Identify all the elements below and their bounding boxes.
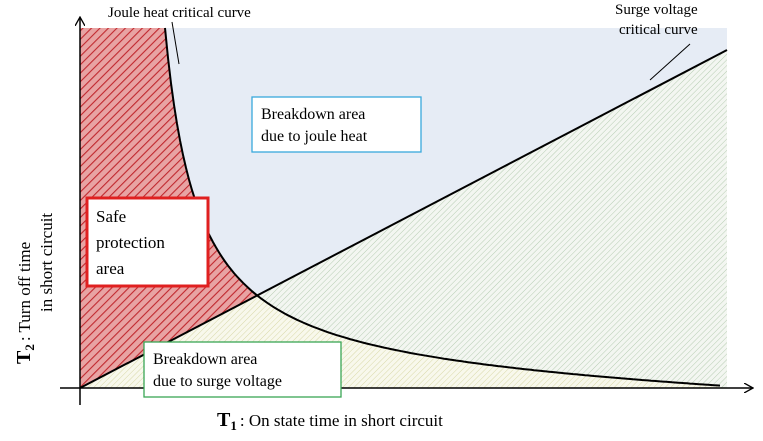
joule-area-box [251, 96, 422, 153]
joule-breakdown-region [80, 28, 727, 296]
x-axis-text: : On state time in short circuit [240, 411, 443, 430]
leader-line [649, 43, 691, 81]
surge-critical-line [79, 49, 728, 389]
safe-area-box [85, 196, 210, 288]
surge-area-box [143, 341, 342, 398]
y-axis-label: in short circuit [37, 213, 56, 312]
surge-area-label: due to surge voltage [153, 373, 282, 390]
joule-area-label: due to joule heat [261, 128, 368, 145]
y-axis-text: : Turn off time [15, 242, 34, 341]
surge-area-label: Breakdown area [153, 351, 257, 368]
joule-area-label: Breakdown area [261, 106, 365, 123]
safe-area-label: Safe [96, 207, 126, 226]
safe-area-label: area [96, 259, 125, 278]
x-axis-subscript: 1 [230, 418, 237, 433]
y-axis-title: T2 : Turn off time in short circuit [13, 213, 56, 364]
y-axis-label: T2 : Turn off time [13, 242, 37, 364]
x-axis-symbol: T [217, 409, 231, 431]
y-axis-symbol: T [13, 350, 35, 364]
joule-curve-label: Joule heat critical curve [108, 5, 251, 21]
surge-breakdown-region [257, 50, 727, 388]
y-axis-subscript: 2 [22, 344, 37, 351]
joule-critical-curve [164, 27, 721, 387]
leader-line [171, 21, 180, 65]
x-axis-title: T1: On state time in short circuit [217, 409, 443, 433]
surge-curve-label: critical curve [619, 22, 698, 38]
surge-curve-label: Surge voltage [615, 2, 698, 18]
safe-area-label: protection [96, 233, 165, 252]
